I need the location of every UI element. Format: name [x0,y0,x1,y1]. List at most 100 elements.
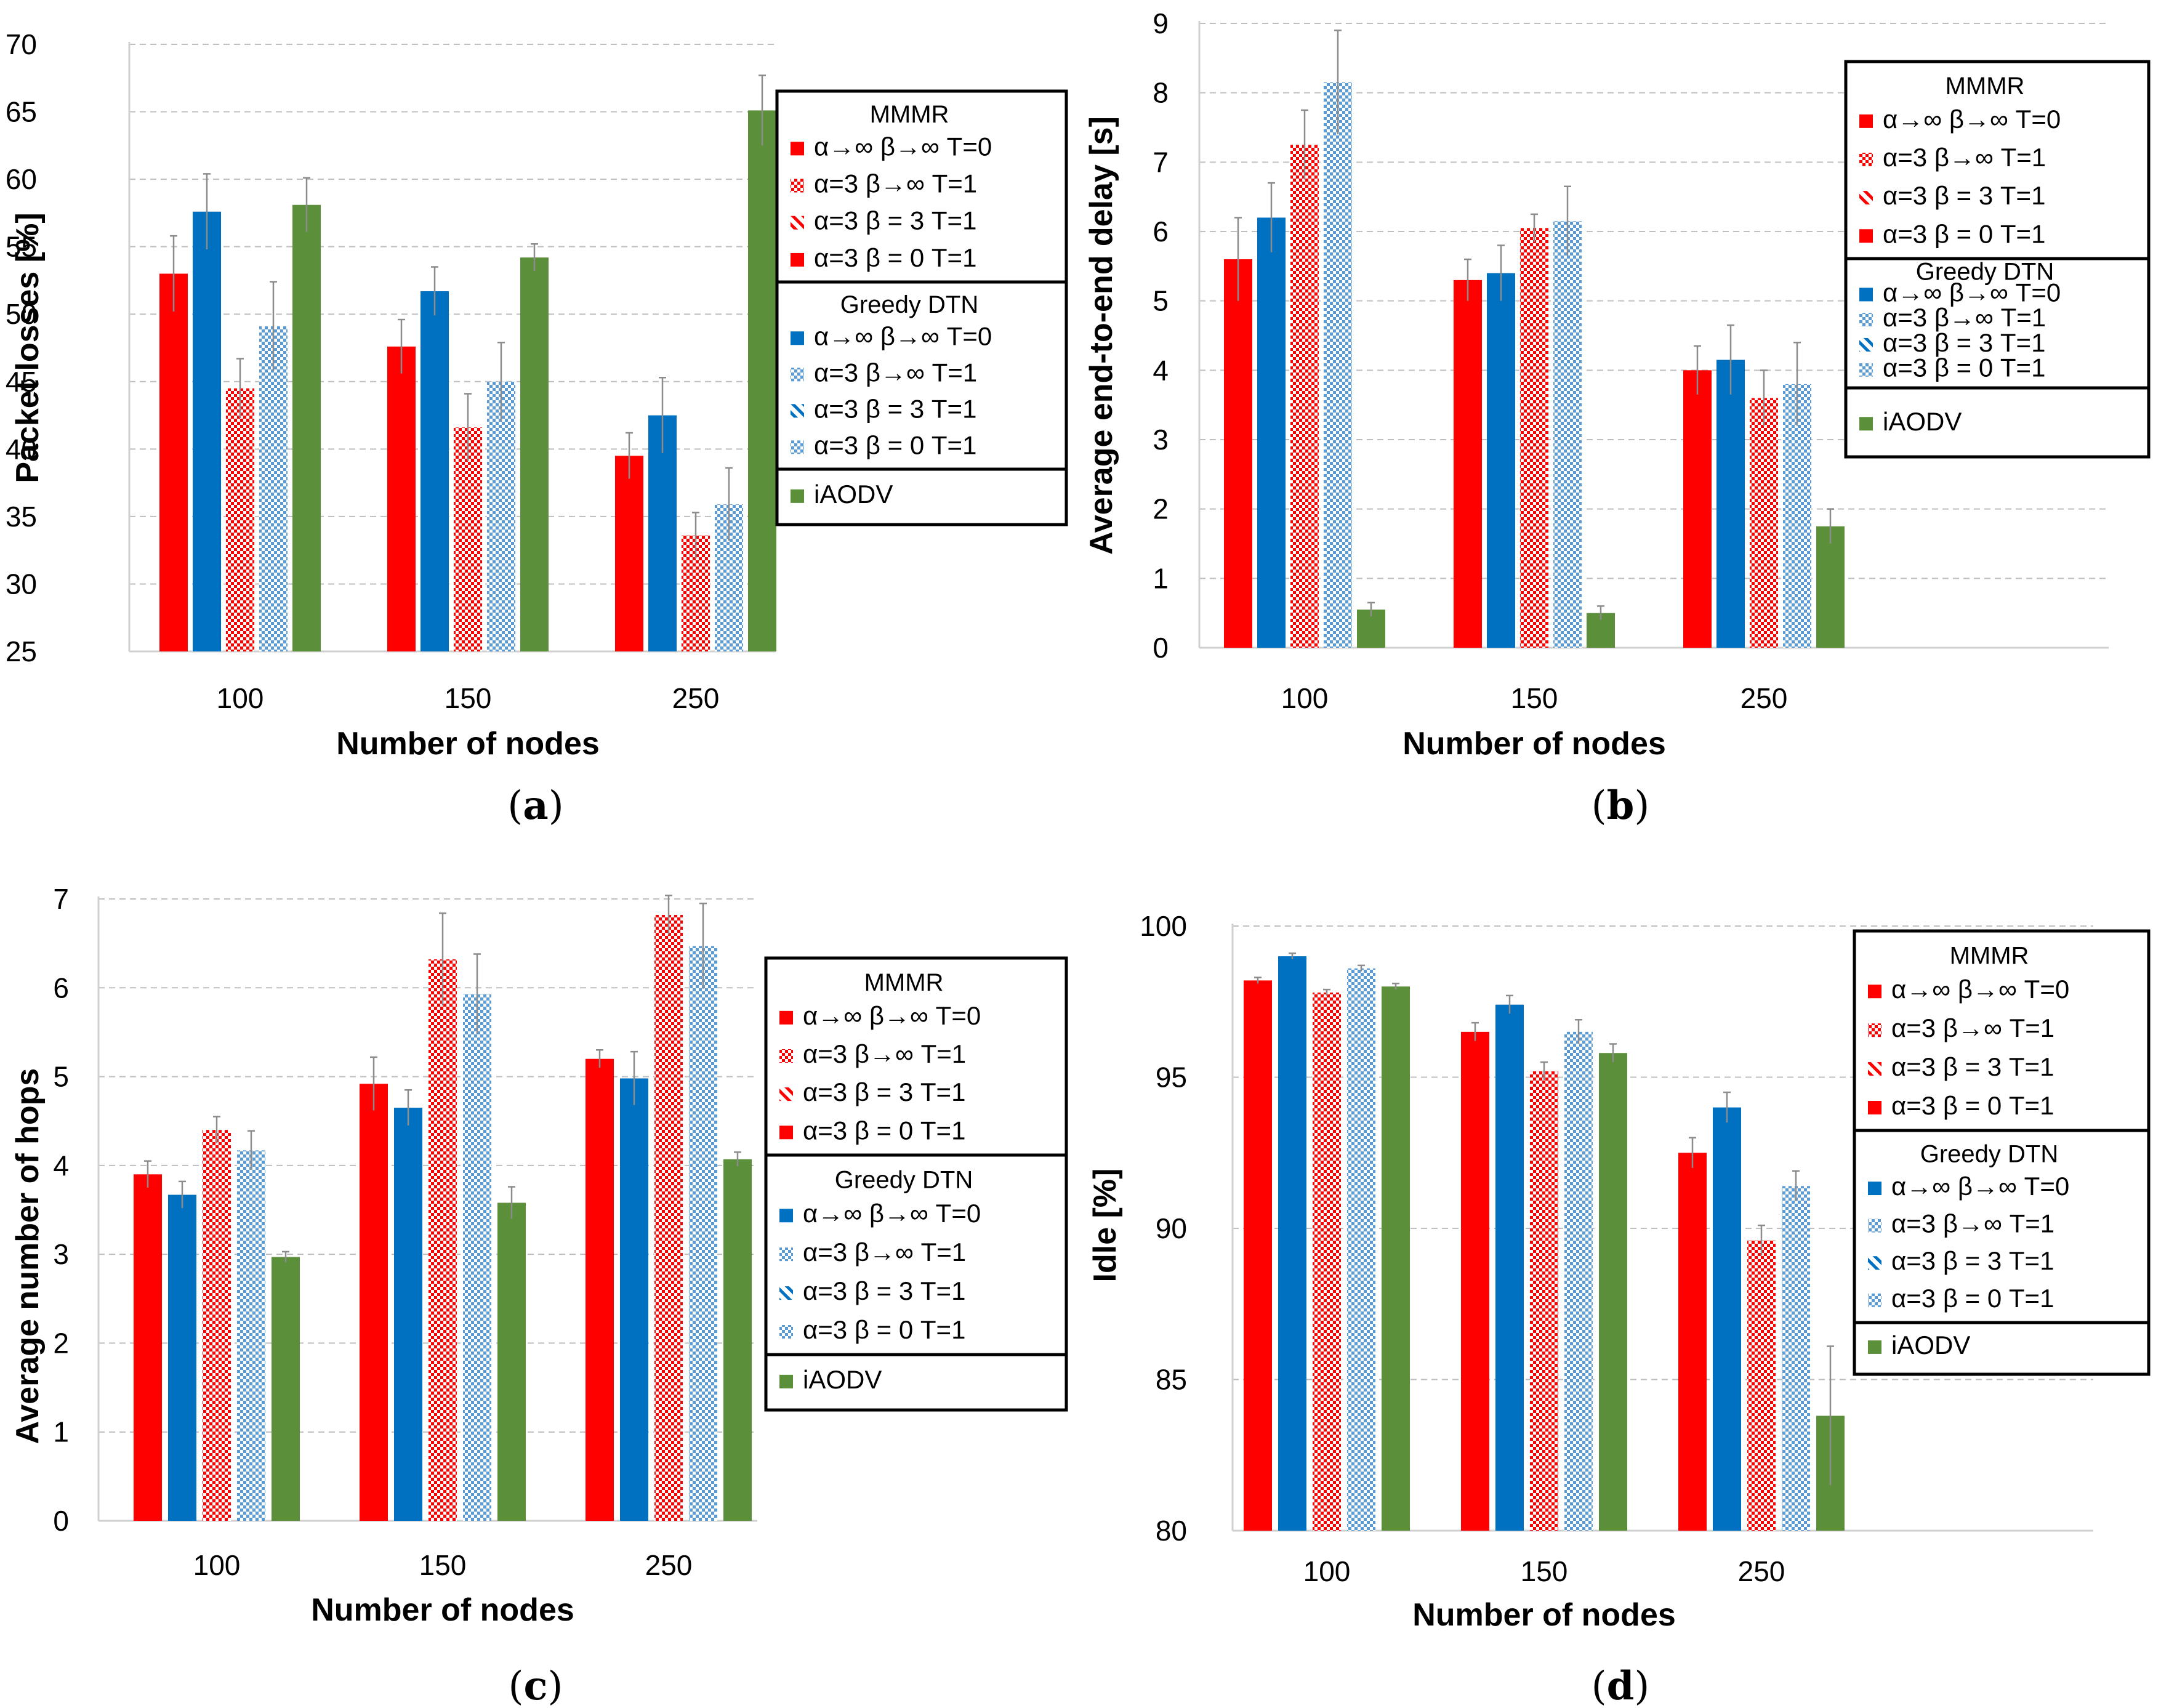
legend-entry-label: α=3 β→∞ T=1 [814,169,977,198]
error-bar [439,912,446,1006]
bar [1347,968,1375,1531]
bar [292,204,321,652]
y-tick-label: 95 [1156,1061,1187,1094]
legend-entry-label: α=3 β→∞ T=1 [1891,1013,2054,1042]
bar [1747,1240,1776,1531]
legend-entry-label: α→∞ β→∞ T=0 [1883,278,2061,307]
legend-box [764,956,1068,1412]
legend-swatch [791,331,804,345]
y-tick-label: 5 [53,1061,69,1093]
error-bar [473,953,481,1034]
x-axis-title: Number of nodes [336,726,600,762]
y-tick-label: 1 [53,1416,69,1448]
error-bar [203,173,211,250]
legend-entry-label: α=3 β = 3 T=1 [1883,181,2045,210]
legend-entry-label: α→∞ β→∞ T=0 [803,1001,981,1030]
bar [1713,1107,1741,1531]
legend-entry-label: α=3 β→∞ T=1 [803,1039,966,1068]
error-bar [1301,109,1308,180]
error-bar [398,318,405,374]
bar [1553,221,1582,648]
bar [1224,259,1252,648]
error-bar [1358,964,1365,972]
bar [203,1130,231,1521]
error-bar [431,266,438,316]
error-bar [404,1089,412,1126]
legend-swatch [1868,1100,1881,1114]
bar [1520,228,1548,648]
legend-box [775,89,1068,526]
bar [272,1257,300,1521]
error-bar [1597,605,1604,620]
error-bar [144,1160,151,1188]
y-tick-label: 40 [6,433,37,465]
bar [1487,273,1515,648]
error-bar [1323,988,1330,996]
error-bar [734,1151,741,1167]
bar [620,1078,648,1521]
bar [1382,986,1410,1531]
error-bar [699,902,707,989]
y-tick-label: 7 [1153,146,1169,178]
legend-entry-label: α→∞ β→∞ T=0 [1891,1172,2069,1201]
bar [723,1159,752,1521]
legend-swatch [1868,1023,1881,1037]
y-tick-label: 4 [1153,354,1169,386]
legend-swatch [791,440,804,454]
y-tick-label: 4 [53,1150,69,1182]
y-tick-label: 3 [53,1238,69,1270]
error-bar [370,1056,377,1111]
error-bar [464,393,472,462]
legend-swatch [1868,985,1881,999]
error-bar [508,1186,515,1219]
error-bar [1689,1137,1696,1168]
legend-entry-label: α=3 β = 0 T=1 [1883,219,2045,248]
chart-panel-b: 0 1 2 3 4 5 6 7 8 9 100 150 250 Number of nodes Averag… [1084,7,2151,829]
error-bar [282,1251,289,1263]
legend-swatch [1868,1256,1881,1270]
x-axis-title: Number of nodes [1412,1597,1676,1633]
bar [1599,1053,1627,1531]
bar [1495,1004,1524,1531]
error-bar [1609,1043,1617,1062]
y-tick-label: 0 [1153,632,1169,664]
error-bar [1531,213,1538,242]
bar [1461,1031,1489,1531]
legend-swatch [779,1087,793,1102]
legend-swatch [779,1209,793,1223]
bar [1782,1186,1810,1531]
legend-swatch [1859,363,1873,377]
legend-swatch [791,179,804,193]
legend-group-title: Greedy DTN [1916,259,2054,286]
bar [237,1150,265,1521]
y-tick-label: 7 [53,883,69,915]
error-bar [1758,1224,1765,1256]
legend-entry-label: α=3 β = 0 T=1 [1891,1091,2054,1120]
legend-swatch [1868,1219,1881,1233]
legend-entry-label: iAODV [803,1365,882,1394]
legend-swatch [779,1126,793,1140]
bar [226,388,254,651]
x-tick-label: 250 [1740,682,1788,714]
legend-swatch [1868,1293,1881,1307]
legend-group-title: Greedy DTN [840,291,979,318]
x-tick-label: 150 [1521,1555,1568,1587]
chart-panel-a: 25 30 35 40 45 50 55 60 65 70 100 150 250 Number of n… [6,28,1068,829]
legend-swatch [791,142,804,156]
error-bar [692,512,699,558]
x-tick-label: 150 [1511,682,1558,714]
y-axis-title: Idle [%] [1087,1169,1123,1283]
error-bar [1268,182,1275,252]
y-tick-label: 65 [6,96,37,128]
error-bar [1723,1091,1731,1123]
chart-panel-d: 80 85 90 95 100 100 150 250 Number of nodes Idle … [1087,910,2151,1708]
bar [487,381,515,651]
y-axis-title: Average end-to-end delay [s] [1084,116,1119,555]
legend-group-title: MMMR [1946,73,2025,100]
legend-entry-label: α=3 β = 3 T=1 [1891,1052,2054,1081]
x-tick-label: 100 [193,1549,241,1581]
y-tick-label: 80 [1156,1515,1187,1547]
panel-caption: (b) [1592,783,1650,829]
